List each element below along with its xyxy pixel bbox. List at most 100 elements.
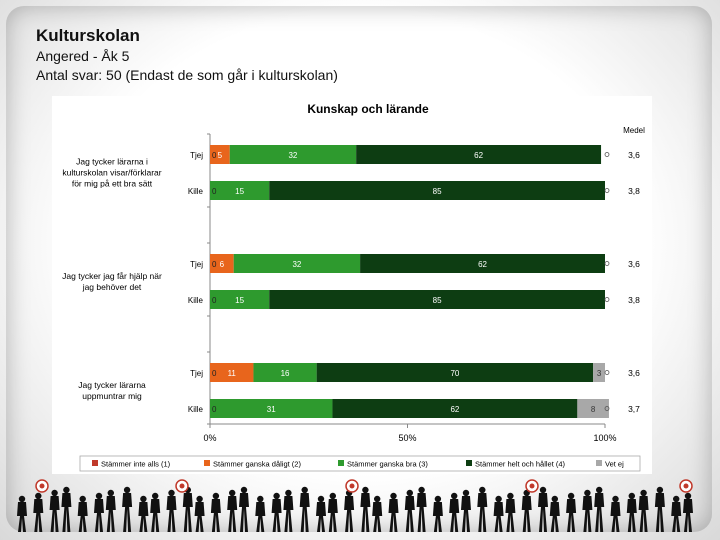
person-body [138, 502, 149, 532]
data-label: 15 [235, 296, 244, 305]
person-body [210, 499, 221, 532]
page-title: Kulturskolan [36, 26, 140, 45]
bar-segment [233, 254, 361, 273]
person-body [594, 493, 605, 532]
question-label: för mig på ett bra sätt [72, 179, 153, 189]
person-head [451, 492, 458, 500]
person-silhouette [344, 489, 355, 532]
person-body [182, 493, 193, 532]
person-silhouette [594, 486, 605, 532]
person-silhouette [404, 489, 415, 532]
person-head [596, 486, 603, 494]
person-head [301, 486, 308, 494]
person-head [229, 489, 236, 497]
target-icon [525, 479, 539, 493]
data-label: 85 [433, 296, 442, 305]
bar-segment [210, 399, 333, 418]
person-body [61, 493, 72, 532]
question-label: Jag tycker jag får hjälp när [62, 271, 162, 281]
zero-marker: 0 [212, 369, 217, 378]
person-head [495, 495, 502, 503]
person-body [271, 499, 282, 532]
group-label: Tjej [190, 260, 203, 269]
person-silhouette [538, 486, 548, 532]
legend-swatch [338, 460, 344, 466]
bar-segment [577, 399, 609, 418]
person-head [406, 489, 413, 497]
person-silhouette [105, 489, 116, 532]
medel-value: 3,7 [628, 404, 640, 414]
person-silhouette [505, 492, 516, 532]
person-body [461, 496, 471, 532]
data-label: 8 [591, 405, 596, 414]
legend-label: Stämmer ganska bra (3) [347, 460, 428, 469]
person-body [538, 493, 548, 532]
person-head [212, 492, 220, 500]
end-marker [604, 370, 610, 375]
person-head [584, 489, 591, 497]
end-marker [604, 297, 610, 302]
person-silhouette [271, 492, 282, 532]
person-body [77, 502, 88, 532]
person-silhouette [182, 486, 193, 532]
person-body [239, 493, 249, 532]
person-silhouette [671, 495, 682, 532]
medel-value: 3,6 [628, 368, 640, 378]
person-silhouette [283, 489, 294, 532]
target-icon [175, 479, 189, 493]
data-label: 3 [597, 369, 602, 378]
person-silhouette [449, 492, 460, 532]
person-silhouette [360, 486, 371, 532]
person-body [505, 499, 516, 532]
group-label: Tjej [190, 369, 203, 378]
person-head [507, 492, 514, 500]
person-head [362, 486, 369, 494]
legend-label: Stämmer inte alls (1) [101, 460, 171, 469]
person-head [329, 492, 336, 500]
question-label: Jag tycker lärarna i [76, 157, 148, 167]
person-head [168, 489, 175, 497]
bar-segment [332, 399, 578, 418]
person-head [240, 486, 248, 494]
person-body [360, 493, 371, 532]
bar-segment [253, 363, 317, 382]
person-body [626, 499, 637, 532]
group-label: Tjej [190, 151, 203, 160]
data-label: 32 [292, 260, 301, 269]
medel-value: 3,6 [628, 150, 640, 160]
person-body [610, 502, 621, 532]
person-head [152, 492, 159, 500]
person-silhouette [610, 495, 621, 532]
person-body [94, 499, 104, 532]
person-body [122, 493, 133, 532]
person-head [257, 495, 264, 503]
person-head [140, 495, 147, 503]
target-icon [345, 479, 359, 493]
bar-segment [210, 254, 234, 273]
zero-marker: 0 [212, 187, 217, 196]
person-head [18, 495, 26, 503]
person-head [374, 495, 381, 503]
person-silhouette [150, 492, 161, 532]
person-silhouette [582, 489, 593, 532]
person-silhouette [210, 492, 221, 532]
person-body [283, 496, 294, 532]
end-marker [604, 261, 610, 266]
question-label: jag behöver det [82, 282, 142, 292]
person-silhouette [316, 495, 326, 532]
legend-swatch [596, 460, 602, 466]
person-head [656, 486, 664, 494]
person-silhouette [239, 486, 249, 532]
target-center [683, 483, 689, 489]
person-head [684, 492, 692, 500]
person-body [344, 496, 355, 532]
person-head [640, 489, 647, 497]
subtitle-responses: Antal svar: 50 (Endast de som går i kult… [36, 67, 338, 83]
person-silhouette [227, 489, 238, 532]
person-body [388, 499, 399, 532]
group-label: Kille [188, 296, 204, 305]
person-head [479, 486, 486, 494]
person-silhouette [327, 492, 338, 532]
medel-value: 3,8 [628, 295, 640, 305]
person-head [390, 492, 397, 500]
